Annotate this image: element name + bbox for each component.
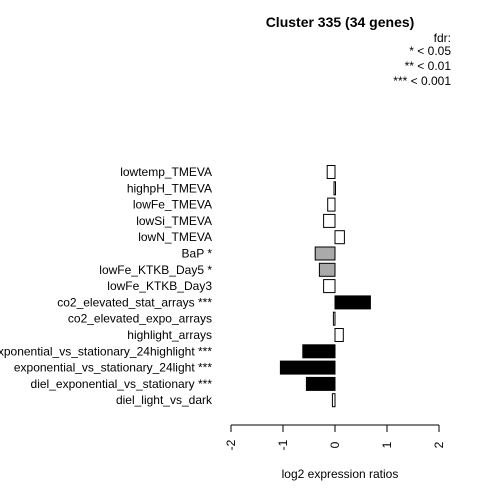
legend-entry-2: ** < 0.01 — [405, 59, 452, 73]
category-label-12: exponential_vs_stationary_24light *** — [14, 361, 212, 375]
bar-9 — [333, 312, 335, 325]
legend-entry-1: * < 0.05 — [409, 44, 451, 58]
category-label-11: exponential_vs_stationary_24highlight **… — [0, 344, 212, 358]
legend-title: fdr: — [434, 31, 451, 45]
category-label-10: highlight_arrays — [127, 328, 212, 342]
category-label-0: lowtemp_TMEVA — [120, 165, 212, 179]
bar-14 — [332, 394, 335, 407]
x-tick-label-2: 0 — [328, 441, 342, 448]
category-label-1: highpH_TMEVA — [127, 181, 212, 195]
bar-10 — [335, 329, 343, 342]
bar-6 — [319, 263, 335, 276]
x-tick-label-4: 2 — [432, 441, 446, 448]
category-label-5: BaP * — [182, 247, 213, 261]
category-label-4: lowN_TMEVA — [138, 230, 212, 244]
category-label-7: lowFe_KTKB_Day3 — [107, 279, 212, 293]
bar-11 — [303, 345, 335, 358]
x-tick-label-3: 1 — [380, 441, 394, 448]
category-label-8: co2_elevated_stat_arrays *** — [57, 295, 212, 309]
bar-7 — [324, 280, 335, 293]
bars-layer — [280, 166, 370, 407]
x-tick-label-1: -1 — [276, 439, 290, 450]
x-tick-label-0: -2 — [224, 439, 238, 450]
bar-0 — [327, 166, 335, 179]
bar-12 — [280, 361, 335, 374]
category-label-6: lowFe_KTKB_Day5 * — [99, 263, 212, 277]
category-label-2: lowFe_TMEVA — [133, 198, 212, 212]
x-axis: -2 -1 0 1 2 — [224, 425, 446, 450]
category-labels: lowtemp_TMEVA highpH_TMEVA lowFe_TMEVA lowS… — [0, 165, 213, 407]
bar-3 — [324, 214, 335, 227]
bar-4 — [335, 231, 344, 244]
bar-5 — [315, 247, 335, 260]
bar-8 — [335, 296, 370, 309]
legend: fdr: * < 0.05 ** < 0.01 *** < 0.001 — [393, 31, 451, 88]
bar-2 — [328, 198, 335, 211]
category-label-14: diel_light_vs_dark — [116, 393, 213, 407]
category-label-9: co2_elevated_expo_arrays — [68, 312, 212, 326]
legend-entry-3: *** < 0.001 — [393, 74, 451, 88]
category-label-3: lowSi_TMEVA — [136, 214, 212, 228]
x-axis-label: log2 expression ratios — [282, 467, 399, 481]
chart-title: Cluster 335 (34 genes) — [266, 14, 415, 30]
bar-13 — [306, 377, 335, 390]
bar-1 — [334, 182, 336, 195]
category-label-13: diel_exponential_vs_stationary *** — [31, 377, 213, 391]
